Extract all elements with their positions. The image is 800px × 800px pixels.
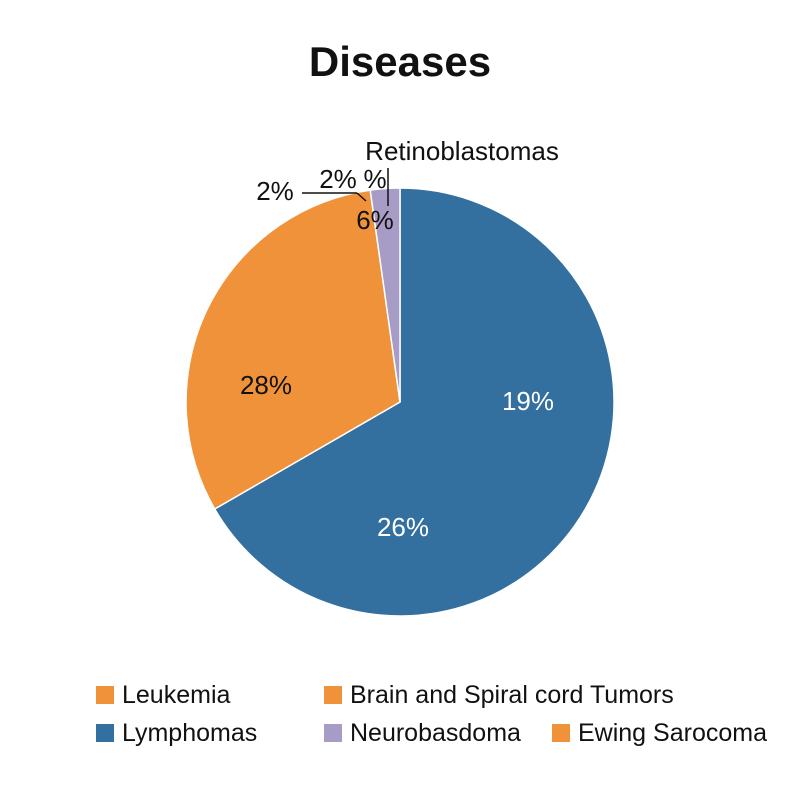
legend-label-lymphomas: Lymphomas	[122, 718, 258, 747]
legend-swatch-ewing	[552, 724, 570, 742]
legend: Leukemia Brain and Spiral cord Tumors Ly…	[96, 676, 796, 752]
legend-item-ewing: Ewing Sarocoma	[552, 719, 767, 748]
legend-label-leukemia: Leukemia	[122, 680, 231, 709]
legend-label-neuro: Neurobasdoma	[350, 718, 521, 747]
slice-lymphomas	[213, 187, 615, 617]
slice-leukemia	[185, 189, 401, 511]
label-callout-left: 2%	[256, 176, 294, 206]
legend-item-leukemia: Leukemia	[96, 681, 324, 710]
legend-swatch-brain	[324, 686, 342, 704]
slice-neurobasdoma	[369, 187, 401, 403]
legend-row-1: Leukemia Brain and Spiral cord Tumors	[96, 676, 796, 714]
legend-label-brain: Brain and Spiral cord Tumors	[350, 680, 674, 709]
label-purple: 6%	[356, 205, 394, 235]
label-blue-lower: 26%	[377, 512, 429, 542]
legend-swatch-neuro	[324, 724, 342, 742]
legend-swatch-leukemia	[96, 686, 114, 704]
label-orange: 28%	[240, 370, 292, 400]
label-blue-upper: 19%	[502, 386, 554, 416]
chart-title: Diseases	[308, 38, 492, 85]
label-retinoblastomas: Retinoblastomas	[365, 136, 559, 166]
legend-swatch-lymphomas	[96, 724, 114, 742]
legend-row-2: Lymphomas Neurobasdoma Ewing Sarocoma	[96, 714, 796, 752]
legend-item-neuro: Neurobasdoma	[324, 719, 552, 748]
legend-item-lymphomas: Lymphomas	[96, 719, 324, 748]
legend-item-brain: Brain and Spiral cord Tumors	[324, 681, 674, 710]
legend-label-ewing: Ewing Sarocoma	[578, 718, 767, 747]
label-callout-pct: %	[363, 164, 386, 194]
callout-line-left-diag	[356, 192, 367, 202]
label-callout-mid: 2%	[319, 164, 357, 194]
